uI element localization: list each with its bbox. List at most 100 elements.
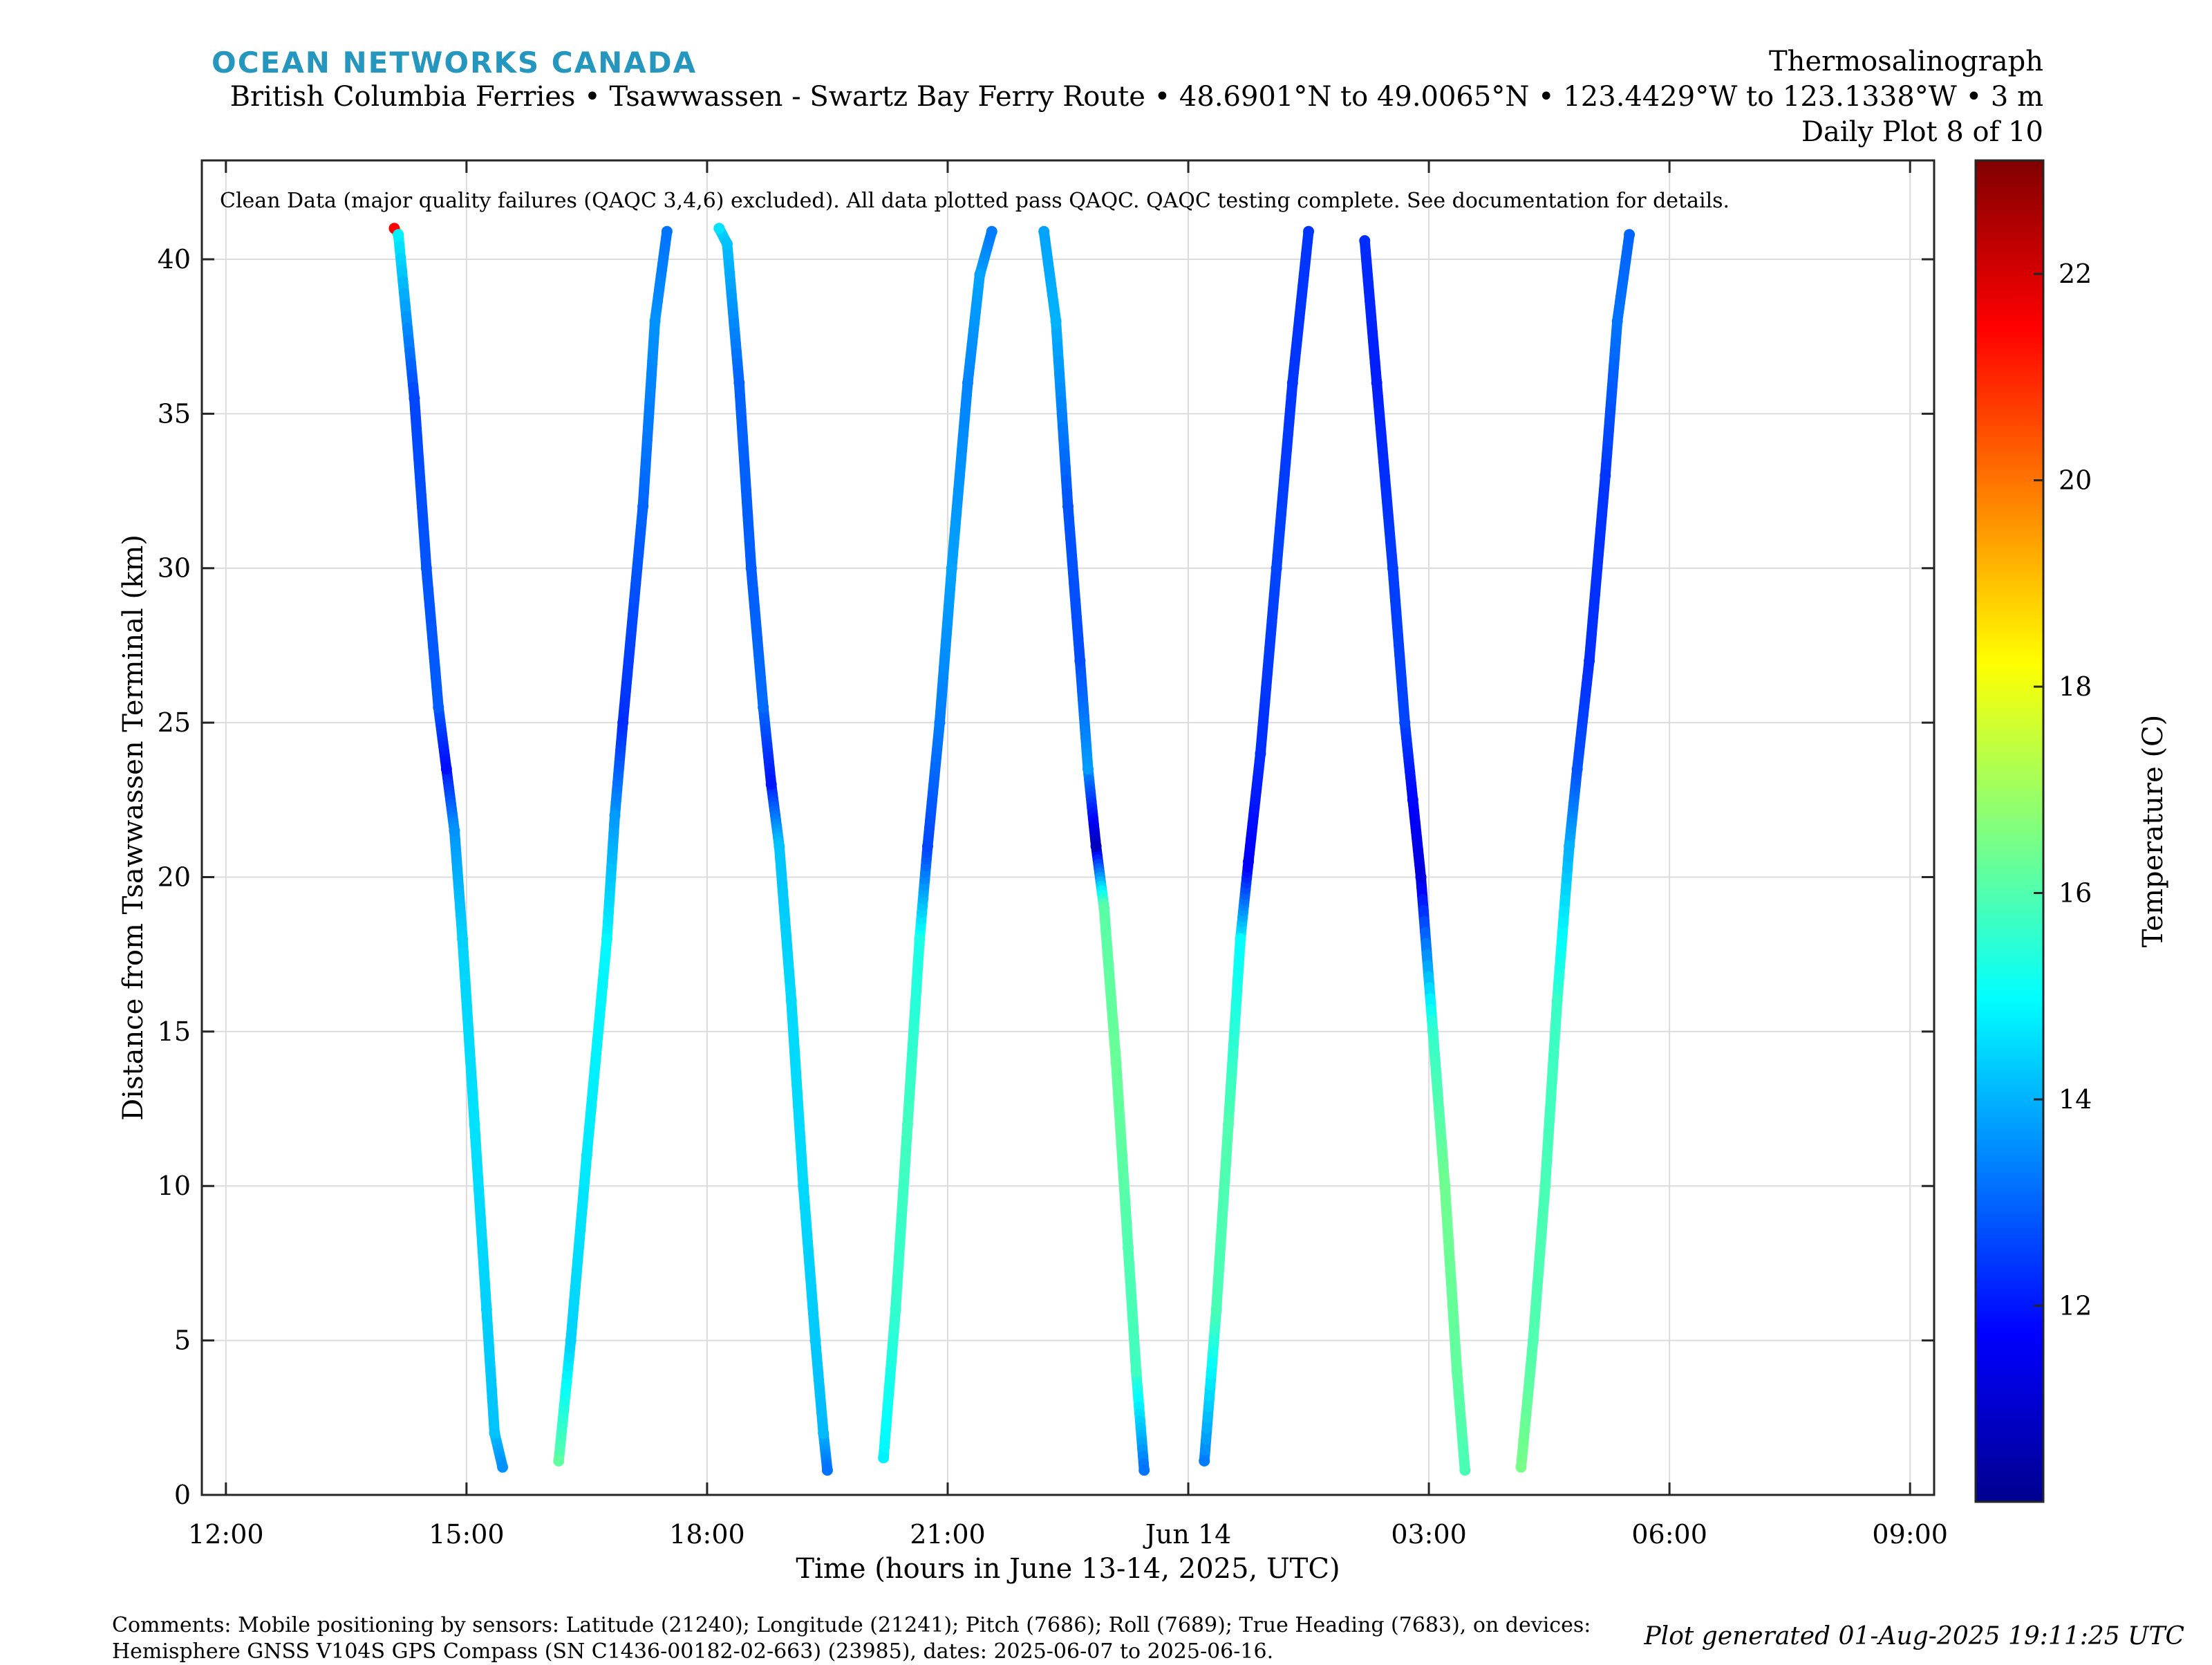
colorbar xyxy=(1976,160,2043,1502)
data-point xyxy=(1359,235,1370,246)
data-point xyxy=(722,239,733,250)
colorbar-tick-label: 22 xyxy=(2059,259,2092,289)
data-point xyxy=(1387,563,1398,574)
data-point xyxy=(449,825,460,836)
data-point xyxy=(409,393,420,404)
data-point xyxy=(1211,1304,1222,1315)
data-point xyxy=(1584,655,1595,667)
data-point xyxy=(786,995,797,1006)
data-point xyxy=(1539,1180,1550,1191)
data-point xyxy=(1564,841,1575,852)
data-point xyxy=(1271,563,1282,574)
data-point xyxy=(553,1455,564,1467)
data-point xyxy=(1255,748,1266,759)
colorbar-tick-label: 12 xyxy=(2059,1290,2092,1321)
x-tick-labels: 12:00 15:00 18:00 21:00 Jun 14 03:00 06:00 09:0… xyxy=(188,1519,1948,1550)
y-tick-label: 30 xyxy=(158,553,191,584)
ferry-crossing-8 xyxy=(1516,229,1635,1473)
data-point xyxy=(1600,470,1611,481)
plot-area-frame xyxy=(202,160,1934,1495)
data-point xyxy=(798,1180,809,1191)
data-point xyxy=(713,223,724,234)
footer-comments-line-1: Comments: Mobile positioning by sensors:… xyxy=(112,1612,1591,1639)
data-point xyxy=(1235,933,1246,945)
data-point xyxy=(609,810,620,821)
data-point xyxy=(1131,1366,1142,1377)
data-point xyxy=(1091,841,1102,852)
ferry-crossing-1 xyxy=(388,223,508,1473)
x-tick-label: Jun 14 xyxy=(1143,1519,1232,1550)
data-point xyxy=(1082,763,1094,774)
data-point xyxy=(469,1119,480,1130)
data-point xyxy=(601,933,612,945)
data-point xyxy=(1199,1455,1210,1467)
footer-comments: Comments: Mobile positioning by sensors:… xyxy=(112,1612,1591,1665)
ferry-crossing-3 xyxy=(713,223,833,1476)
qaqc-annotation: Clean Data (major quality failures (QAQC… xyxy=(220,189,1730,213)
data-point xyxy=(1439,1180,1450,1191)
x-tick-label: 21:00 xyxy=(910,1519,986,1550)
data-point xyxy=(986,226,997,237)
data-point xyxy=(433,702,444,713)
data-point xyxy=(1516,1462,1527,1473)
data-point xyxy=(421,563,432,574)
data-point xyxy=(1399,717,1410,728)
y-tick-label: 40 xyxy=(158,244,191,275)
ferry-crossing-7 xyxy=(1359,235,1470,1476)
data-point xyxy=(1062,501,1074,512)
grid-lines xyxy=(202,160,1934,1495)
data-point xyxy=(1612,315,1623,326)
data-point xyxy=(758,702,769,713)
data-point xyxy=(393,229,404,240)
data-point xyxy=(662,226,673,237)
data-point xyxy=(1572,763,1583,774)
data-point xyxy=(902,1119,913,1130)
axis-ticks xyxy=(202,160,1934,1495)
data-point xyxy=(810,1335,821,1346)
data-point xyxy=(818,1428,829,1439)
data-point xyxy=(1303,226,1314,237)
colorbar-tick-label: 14 xyxy=(2059,1084,2092,1115)
data-point xyxy=(934,717,945,728)
data-point xyxy=(733,378,744,389)
data-point xyxy=(774,841,785,852)
x-tick-label: 18:00 xyxy=(669,1519,745,1550)
data-point xyxy=(497,1462,508,1473)
y-tick-label: 0 xyxy=(174,1480,191,1510)
y-tick-label: 10 xyxy=(158,1171,191,1201)
data-point xyxy=(962,378,973,389)
data-point xyxy=(1111,1057,1122,1068)
data-point xyxy=(878,1452,889,1463)
data-point xyxy=(1407,794,1418,806)
data-series xyxy=(388,223,1635,1476)
data-point xyxy=(822,1464,833,1476)
colorbar-tick-label: 18 xyxy=(2059,671,2092,702)
x-tick-label: 03:00 xyxy=(1391,1519,1467,1550)
x-tick-label: 06:00 xyxy=(1631,1519,1707,1550)
y-tick-label: 5 xyxy=(174,1326,191,1356)
data-point xyxy=(1038,226,1049,237)
colorbar-label: Temperature (C) xyxy=(2137,715,2169,948)
data-point xyxy=(581,1150,592,1161)
data-point xyxy=(617,717,628,728)
data-point xyxy=(650,315,661,326)
x-tick-label: 09:00 xyxy=(1872,1519,1948,1550)
plot-generated-timestamp: Plot generated 01-Aug-2025 19:11:25 UTC xyxy=(1644,1622,2184,1650)
x-tick-label: 15:00 xyxy=(429,1519,505,1550)
data-point xyxy=(457,933,468,945)
data-point xyxy=(1371,378,1382,389)
data-point xyxy=(637,501,648,512)
data-point xyxy=(946,563,957,574)
data-point xyxy=(1552,995,1563,1006)
x-tick-label: 12:00 xyxy=(188,1519,264,1550)
data-point xyxy=(1452,1366,1463,1377)
x-axis-label: Time (hours in June 13-14, 2025, UTC) xyxy=(796,1553,1340,1585)
data-point xyxy=(1287,378,1298,389)
data-point xyxy=(1138,1464,1150,1476)
data-point xyxy=(441,763,452,774)
data-point xyxy=(1415,871,1426,882)
data-point xyxy=(565,1335,577,1346)
data-point xyxy=(1098,902,1109,913)
